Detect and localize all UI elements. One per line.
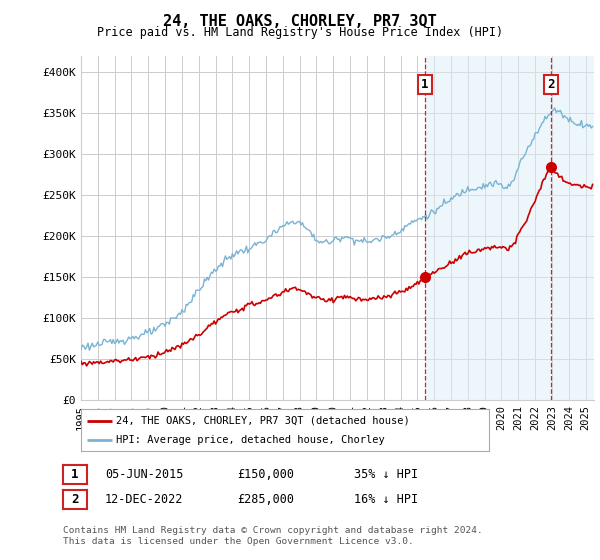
Text: 1: 1 [421, 78, 428, 91]
Text: 35% ↓ HPI: 35% ↓ HPI [354, 468, 418, 482]
Text: £285,000: £285,000 [237, 493, 294, 506]
Bar [425, 56, 551, 400]
Text: Contains HM Land Registry data © Crown copyright and database right 2024.
This d: Contains HM Land Registry data © Crown c… [63, 526, 483, 546]
Text: 16% ↓ HPI: 16% ↓ HPI [354, 493, 418, 506]
Text: 05-JUN-2015: 05-JUN-2015 [105, 468, 184, 482]
Text: 2: 2 [71, 493, 79, 506]
Text: HPI: Average price, detached house, Chorley: HPI: Average price, detached house, Chor… [116, 435, 385, 445]
Text: 24, THE OAKS, CHORLEY, PR7 3QT (detached house): 24, THE OAKS, CHORLEY, PR7 3QT (detached… [116, 416, 409, 426]
Bar [551, 56, 594, 400]
Text: 1: 1 [71, 468, 79, 482]
Text: 24, THE OAKS, CHORLEY, PR7 3QT: 24, THE OAKS, CHORLEY, PR7 3QT [163, 14, 437, 29]
Text: 2: 2 [547, 78, 555, 91]
Text: Price paid vs. HM Land Registry's House Price Index (HPI): Price paid vs. HM Land Registry's House … [97, 26, 503, 39]
Text: 12-DEC-2022: 12-DEC-2022 [105, 493, 184, 506]
Text: £150,000: £150,000 [237, 468, 294, 482]
